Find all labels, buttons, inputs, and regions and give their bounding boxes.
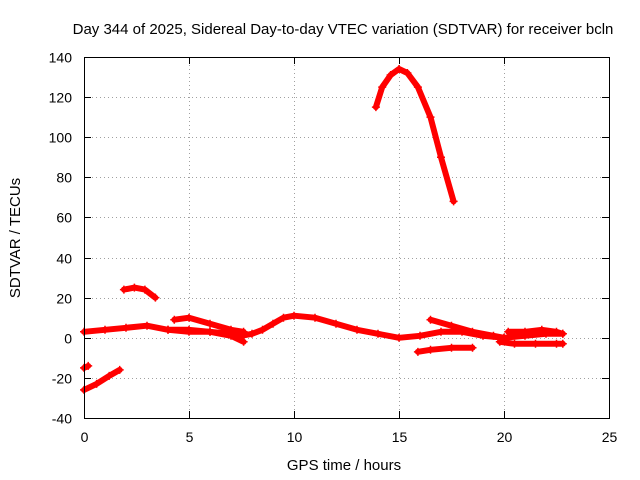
series-trace (120, 284, 159, 301)
data-point (468, 343, 477, 352)
data-point (332, 319, 340, 328)
y-tick-label: 20 (56, 291, 72, 307)
data-point (185, 313, 193, 322)
data-point (521, 327, 529, 336)
data-point (437, 327, 445, 336)
data-point (426, 113, 435, 122)
x-axis-label: GPS time / hours (287, 457, 401, 474)
data-point (206, 327, 214, 336)
x-tick-label: 20 (497, 429, 513, 445)
data-point (290, 311, 298, 320)
data-point (416, 331, 424, 340)
data-point (92, 379, 101, 388)
data-point (122, 323, 130, 332)
series-low-tail-20h (495, 337, 567, 348)
data-point (510, 339, 519, 348)
y-tick-label: -20 (52, 371, 72, 387)
data-point (386, 71, 395, 80)
x-tick-label: 10 (287, 429, 303, 445)
y-tick-label: 80 (56, 170, 72, 186)
series-trace (372, 66, 457, 205)
data-point (395, 333, 403, 342)
y-axis-label: SDTVAR / TECUs (7, 178, 24, 298)
data-point (130, 283, 139, 292)
data-point (206, 319, 214, 328)
data-point (371, 103, 380, 112)
data-point (353, 325, 361, 334)
x-tick-label: 5 (186, 429, 194, 445)
series-negative-early (80, 365, 124, 394)
series-high-arc (371, 65, 458, 206)
x-tick-label: 25 (602, 429, 618, 445)
data-point (413, 83, 422, 92)
data-point (531, 339, 540, 348)
data-point (447, 321, 456, 330)
chart-title: Day 344 of 2025, Sidereal Day-to-day VTE… (73, 21, 614, 38)
data-point (311, 313, 319, 322)
plot-frame (84, 57, 610, 419)
data-point (143, 321, 151, 330)
data-point (468, 327, 477, 336)
data-point (403, 69, 412, 78)
series-trace (414, 344, 476, 355)
data-point (101, 325, 109, 334)
data-point (374, 329, 382, 338)
y-tick-label: 120 (49, 90, 73, 106)
data-point (504, 327, 513, 336)
series-tail-20h (504, 325, 567, 338)
data-point (227, 325, 235, 334)
x-tick-label: 15 (392, 429, 408, 445)
data-point (558, 329, 567, 338)
data-point (239, 337, 248, 346)
y-tick-label: 40 (56, 251, 72, 267)
y-tick-label: 0 (64, 331, 72, 347)
axis-ticks: 0 5 10 15 20 25 -40 -20 0 20 40 60 80 100 120 140 (49, 50, 618, 446)
data-point (437, 153, 445, 162)
data-point (378, 83, 387, 92)
data-point (239, 327, 248, 336)
data-point (105, 371, 114, 380)
data-point (151, 293, 160, 302)
data-point (552, 327, 561, 336)
series-arc-near-2h (119, 283, 160, 302)
data-point (84, 361, 93, 370)
data-point (489, 331, 498, 340)
y-tick-label: -40 (52, 411, 72, 427)
data-point (279, 313, 288, 322)
data-point (119, 285, 128, 294)
series-hump-near-5h (170, 313, 248, 336)
data-point (449, 197, 458, 206)
series-low-near-zero (164, 325, 248, 346)
series-low-16h (413, 343, 477, 356)
series-trace (81, 366, 123, 393)
data-point (426, 345, 435, 354)
y-tick-label: 60 (56, 210, 72, 226)
data-point (395, 65, 403, 74)
grid-lines (84, 57, 609, 418)
data-point (269, 319, 277, 328)
x-tick-label: 0 (81, 429, 89, 445)
data-point (115, 365, 124, 374)
data-point (495, 337, 504, 346)
data-point (558, 339, 567, 348)
data-point (426, 315, 435, 324)
series-descending-16h (426, 315, 508, 342)
data-point (140, 285, 149, 294)
series-short-early (80, 361, 93, 372)
data-point (185, 327, 193, 336)
y-tick-label: 100 (49, 130, 73, 146)
data-point (170, 315, 179, 324)
data-point (164, 325, 172, 334)
data-point (537, 325, 546, 334)
data-series (80, 65, 567, 394)
y-tick-label: 140 (49, 50, 73, 66)
data-point (413, 347, 422, 356)
data-point (248, 329, 256, 338)
data-point (447, 343, 456, 352)
data-point (258, 325, 267, 334)
